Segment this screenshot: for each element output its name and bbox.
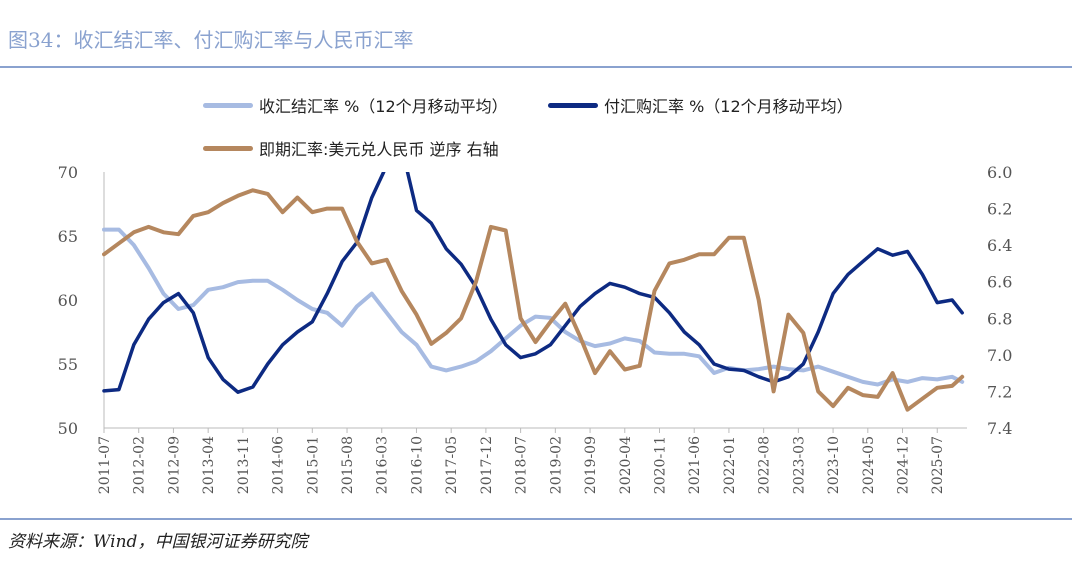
legend-swatch-payment bbox=[548, 102, 598, 108]
x-tick-label: 2016-10 bbox=[409, 436, 425, 494]
x-tick-label: 2017-12 bbox=[479, 436, 495, 494]
title-divider bbox=[0, 66, 1072, 68]
x-tick-label: 2022-01 bbox=[722, 436, 738, 494]
source-divider bbox=[0, 518, 1072, 520]
x-tick-label: 2024-12 bbox=[896, 436, 912, 494]
x-tick-label: 2021-06 bbox=[687, 436, 703, 494]
legend-item-receipt: 收汇结汇率 %（12个月移动平均） bbox=[203, 93, 508, 117]
series-receipt-settlement-line bbox=[102, 227, 965, 387]
x-tick-label: 2013-04 bbox=[201, 436, 217, 494]
y-right-tick-label: 6.4 bbox=[987, 236, 1012, 255]
x-tick-label: 2017-05 bbox=[444, 436, 460, 494]
x-tick-label: 2020-11 bbox=[652, 436, 668, 494]
x-tick-label: 2022-08 bbox=[757, 436, 773, 494]
x-tick-label: 2020-04 bbox=[618, 436, 634, 494]
x-tick-label: 2019-09 bbox=[583, 436, 599, 494]
y-right-tick-label: 7.2 bbox=[987, 382, 1012, 401]
series-group bbox=[102, 172, 965, 412]
legend-label-spot: 即期汇率:美元兑人民币 逆序 右轴 bbox=[259, 140, 499, 159]
legend-item-spot: 即期汇率:美元兑人民币 逆序 右轴 bbox=[203, 136, 499, 160]
x-tick-label: 2025-07 bbox=[930, 436, 946, 494]
y-right-tick-label: 7.0 bbox=[987, 346, 1012, 365]
x-tick-label: 2012-02 bbox=[132, 436, 148, 494]
y-right-tick-label: 6.2 bbox=[987, 200, 1012, 219]
x-tick-label: 2018-07 bbox=[514, 436, 530, 494]
series-spot-rate-line bbox=[102, 188, 965, 412]
source-note: 资料来源：Wind，中国银河证券研究院 bbox=[8, 532, 308, 552]
x-tick-label: 2019-02 bbox=[548, 436, 564, 494]
y-left-tick-label: 60 bbox=[58, 291, 78, 310]
x-tick-label: 2016-03 bbox=[375, 436, 391, 494]
series-payment-purchase-line bbox=[102, 172, 964, 394]
y-right-tick-label: 7.4 bbox=[987, 419, 1012, 438]
y-right-tick-label: 6.0 bbox=[987, 163, 1012, 182]
x-tick-label: 2015-01 bbox=[305, 436, 321, 494]
legend-item-payment: 付汇购汇率 %（12个月移动平均） bbox=[548, 93, 853, 117]
legend-label-payment: 付汇购汇率 %（12个月移动平均） bbox=[604, 97, 853, 116]
y-right-tick-label: 6.6 bbox=[987, 273, 1012, 292]
y-left-tick-label: 55 bbox=[58, 355, 78, 374]
legend-swatch-receipt bbox=[203, 102, 253, 108]
x-tick-label: 2013-11 bbox=[236, 436, 252, 494]
chart-title: 图34：收汇结汇率、付汇购汇率与人民币汇率 bbox=[8, 28, 414, 52]
y-right-tick-label: 6.8 bbox=[987, 309, 1012, 328]
legend-swatch-spot bbox=[203, 145, 253, 151]
x-tick-label: 2011-07 bbox=[97, 436, 113, 494]
legend-label-receipt: 收汇结汇率 %（12个月移动平均） bbox=[259, 97, 508, 116]
x-tick-label: 2023-10 bbox=[826, 436, 842, 494]
y-left-tick-label: 70 bbox=[58, 163, 78, 182]
y-left-tick-label: 65 bbox=[58, 227, 78, 246]
x-tick-label: 2024-05 bbox=[861, 436, 877, 494]
x-tick-label: 2015-08 bbox=[340, 436, 356, 494]
y-left-tick-label: 50 bbox=[58, 419, 78, 438]
x-tick-label: 2012-09 bbox=[166, 436, 182, 494]
x-tick-label: 2014-06 bbox=[271, 436, 287, 494]
x-tick-label: 2023-03 bbox=[791, 436, 807, 494]
